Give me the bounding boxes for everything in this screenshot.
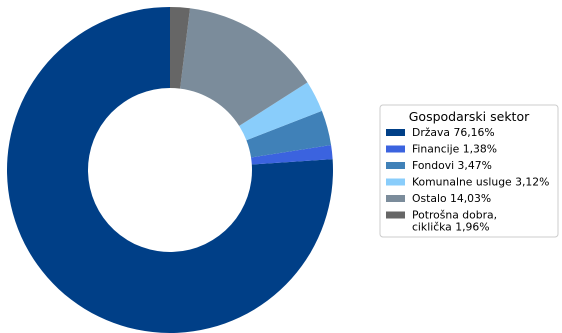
legend-item-fondovi: Fondovi 3,47%	[386, 159, 492, 172]
donut-slices	[7, 7, 333, 333]
legend-title: Gospodarski sektor	[409, 109, 530, 124]
legend-item-drzava: Država 76,16%	[386, 126, 495, 139]
legend-box	[379, 104, 559, 238]
legend-label: Komunalne usluge 3,12%	[412, 176, 549, 189]
slice-ostalo	[180, 8, 308, 126]
slice-fondovi	[246, 110, 332, 158]
legend-item-financije: Financije 1,38%	[386, 143, 497, 156]
slice-drzava	[7, 7, 333, 333]
legend-label: Država 76,16%	[412, 126, 495, 139]
legend-item-ostalo: Ostalo 14,03%	[386, 192, 491, 205]
legend-item-komunalne: Komunalne usluge 3,12%	[386, 176, 549, 189]
slice-potrosna	[170, 7, 190, 89]
legend-swatch	[386, 145, 405, 153]
legend-swatch	[386, 211, 405, 219]
legend-swatch	[386, 195, 405, 202]
legend-label: Ostalo 14,03%	[412, 192, 491, 205]
legend-item-potrosna: Potrošna dobra, ciklička 1,96%	[386, 209, 497, 234]
slice-financije	[251, 145, 333, 165]
legend-swatch	[386, 129, 405, 136]
slice-komunalne	[239, 82, 322, 141]
legend-items: Država 76,16% Financije 1,38% Fondovi 3,47…	[386, 126, 549, 234]
legend-label: Fondovi 3,47%	[412, 159, 492, 172]
legend-label: Potrošna dobra, ciklička 1,96%	[412, 209, 497, 234]
legend-swatch	[386, 178, 405, 186]
legend-label: Financije 1,38%	[412, 143, 497, 156]
legend: Gospodarski sektor Država 76,16% Financij…	[379, 104, 559, 238]
legend-swatch	[386, 162, 405, 169]
